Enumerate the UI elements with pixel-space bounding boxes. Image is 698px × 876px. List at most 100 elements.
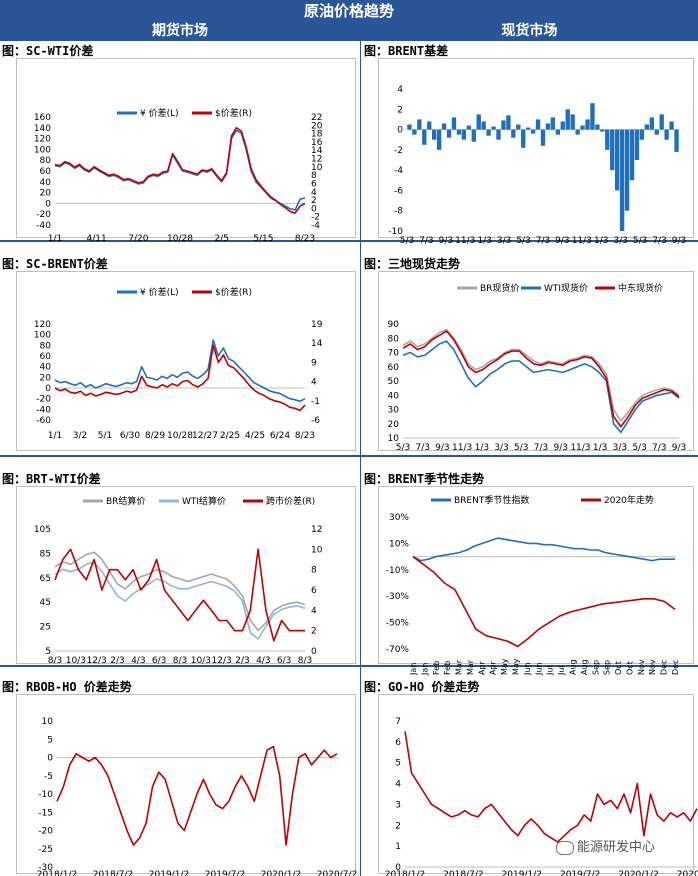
y-tick-label: 10 — [42, 717, 54, 727]
y-tick-label: 40 — [40, 178, 52, 188]
y2-tick-label: 19 — [311, 320, 323, 330]
y-tick-label: 5 — [45, 647, 51, 657]
basis-bar — [624, 129, 630, 211]
y2-tick-label: 6 — [311, 179, 317, 189]
series-line-1 — [56, 745, 338, 846]
y-tick-label: 45 — [40, 598, 51, 608]
basis-bar — [451, 117, 457, 130]
sc-wti-chart-frame: 160 140 120 100 80 60 40 20 0 -20 -40 22 20 18 16 14 12 1… — [16, 58, 356, 244]
wechat-icon — [556, 840, 574, 855]
brent-seasonal-chart-frame: 30% 10% -10% -30% -50% -70% Jan Jan Feb Feb Mar Mar… — [378, 486, 694, 676]
go-ho-chart-title: 图：GO-HO 价差走势 — [364, 680, 480, 694]
x-tick-label: 10/3 — [191, 656, 211, 666]
legend-label: 跨市价差(R) — [266, 495, 315, 507]
x-tick-label: 3/3 — [497, 236, 511, 246]
x-tick-label: 2019/1/2 — [149, 870, 189, 876]
basis-bar — [575, 129, 580, 135]
legend-label: $价差(R) — [215, 107, 252, 119]
y-tick-label: -30 — [38, 863, 53, 873]
basis-bar — [610, 129, 615, 171]
y2-tick-label: 4 — [311, 378, 317, 388]
y-tick-label: 7 — [395, 717, 401, 727]
basis-bar — [590, 103, 595, 130]
x-tick-label: Mar — [455, 659, 464, 675]
basis-bar — [456, 129, 462, 135]
basis-bar — [441, 123, 447, 130]
series-line-1 — [412, 537, 675, 562]
x-tick-label: May — [500, 658, 509, 675]
x-tick-label: 6/30 — [120, 431, 140, 441]
x-tick-label: 5/3 — [514, 443, 528, 453]
y-tick-label: -2 — [394, 146, 403, 156]
basis-bar — [476, 114, 481, 130]
series-line-3 — [402, 330, 680, 428]
x-tick-label: 3/2 — [73, 431, 87, 441]
x-tick-label: Dec — [671, 660, 680, 675]
x-tick-label: 5/15 — [253, 234, 273, 244]
x-tick-label: 1/1 — [48, 431, 62, 441]
basis-bar — [580, 125, 585, 130]
series-line-2 — [54, 561, 306, 640]
legend-label: ¥ 价差(L) — [140, 107, 179, 119]
basis-bar — [461, 129, 467, 140]
y-tick-label: 80 — [40, 156, 52, 166]
legend-label: WTI结算价 — [182, 495, 226, 507]
basis-bar — [629, 129, 635, 181]
y-tick-label: 40 — [40, 363, 52, 373]
basis-bar — [511, 129, 516, 138]
x-tick-label: 6/3 — [152, 656, 166, 666]
y-tick-label: 100 — [34, 331, 51, 341]
x-tick-label: Jan — [420, 663, 429, 676]
brent-basis-chart-frame: 4 2 0 -2 -4 -6 -8 -10 5/3 7/3 9/3 11/3 1/3 3/3 5/3 7/3 9… — [378, 58, 694, 246]
y-tick-label: 10 — [388, 434, 400, 444]
x-tick-label: Aug — [580, 659, 589, 675]
y-tick-label: -40 — [36, 221, 51, 231]
x-tick-label: 5/3 — [632, 443, 646, 453]
basis-bar — [471, 129, 476, 142]
y2-tick-label: 8 — [311, 171, 317, 181]
y2-tick-label: 10 — [311, 545, 323, 555]
y2-tick-label: 4 — [311, 606, 317, 616]
spot-market-header: 现货市场 — [361, 22, 698, 41]
basis-bar — [595, 124, 600, 130]
y2-tick-label: -4 — [311, 221, 320, 231]
y-tick-label: 60 — [40, 352, 52, 362]
basis-bar — [422, 129, 427, 145]
x-tick-label: 8/23 — [295, 234, 315, 244]
x-tick-label: 12/27 — [192, 431, 218, 441]
basis-bar — [436, 129, 442, 150]
x-tick-label: 1/3 — [593, 443, 607, 453]
x-tick-label: 1/3 — [475, 443, 489, 453]
x-tick-label: Jan — [409, 663, 418, 676]
y-tick-label: 2 — [397, 105, 403, 115]
go-ho-chart-panel: 图：GO-HO 价差走势 7 6 5 4 3 2 1 0 2018/1/2 2018/7/2 2019… — [362, 678, 698, 876]
y-tick-label: -8 — [394, 207, 403, 217]
y2-tick-label: 20 — [311, 121, 323, 131]
y-tick-label: 60 — [40, 167, 52, 177]
y-tick-label: 5 — [395, 759, 401, 769]
three-spot-chart-frame: 90 80 70 60 50 40 30 20 10 5/3 7/3 9/3 11/3 1/3 3/3 5/3… — [378, 271, 694, 453]
legend-label: $价差(R) — [215, 286, 252, 298]
futures-market-header: 期货市场 — [0, 22, 360, 41]
y-tick-label: -6 — [394, 186, 403, 196]
x-tick-label: 7/3 — [536, 236, 550, 246]
three-spot-chart-panel: 图：三地现货走势 90 80 70 60 50 40 30 20 10 5/3 7/3 9/3 11/3 1… — [362, 255, 698, 453]
x-tick-label: 2018/1/2 — [385, 870, 425, 876]
basis-bar — [525, 127, 531, 130]
go-ho-chart-frame: 7 6 5 4 3 2 1 0 2018/1/2 2018/7/2 2019/1/2 2019/7/2… — [378, 694, 698, 876]
y-tick-label: -40 — [36, 405, 51, 415]
basis-bar — [516, 124, 521, 130]
x-tick-label: 4/11 — [87, 234, 107, 244]
x-tick-label: 2/5 — [214, 234, 228, 244]
x-tick-label: Jun — [534, 663, 543, 677]
y-tick-label: 30 — [388, 406, 400, 416]
basis-bar — [649, 117, 654, 130]
x-tick-label: Dec — [660, 660, 669, 675]
brent-basis-chart-title: 图：BRENT基差 — [364, 44, 449, 58]
x-tick-label: 10/28 — [167, 431, 193, 441]
x-tick-label: 4/25 — [245, 431, 265, 441]
series-line-1 — [404, 731, 698, 843]
x-tick-label: 2020/1/2 — [261, 870, 301, 876]
series-line-1 — [54, 339, 306, 403]
y2-tick-label: 10 — [311, 163, 323, 173]
